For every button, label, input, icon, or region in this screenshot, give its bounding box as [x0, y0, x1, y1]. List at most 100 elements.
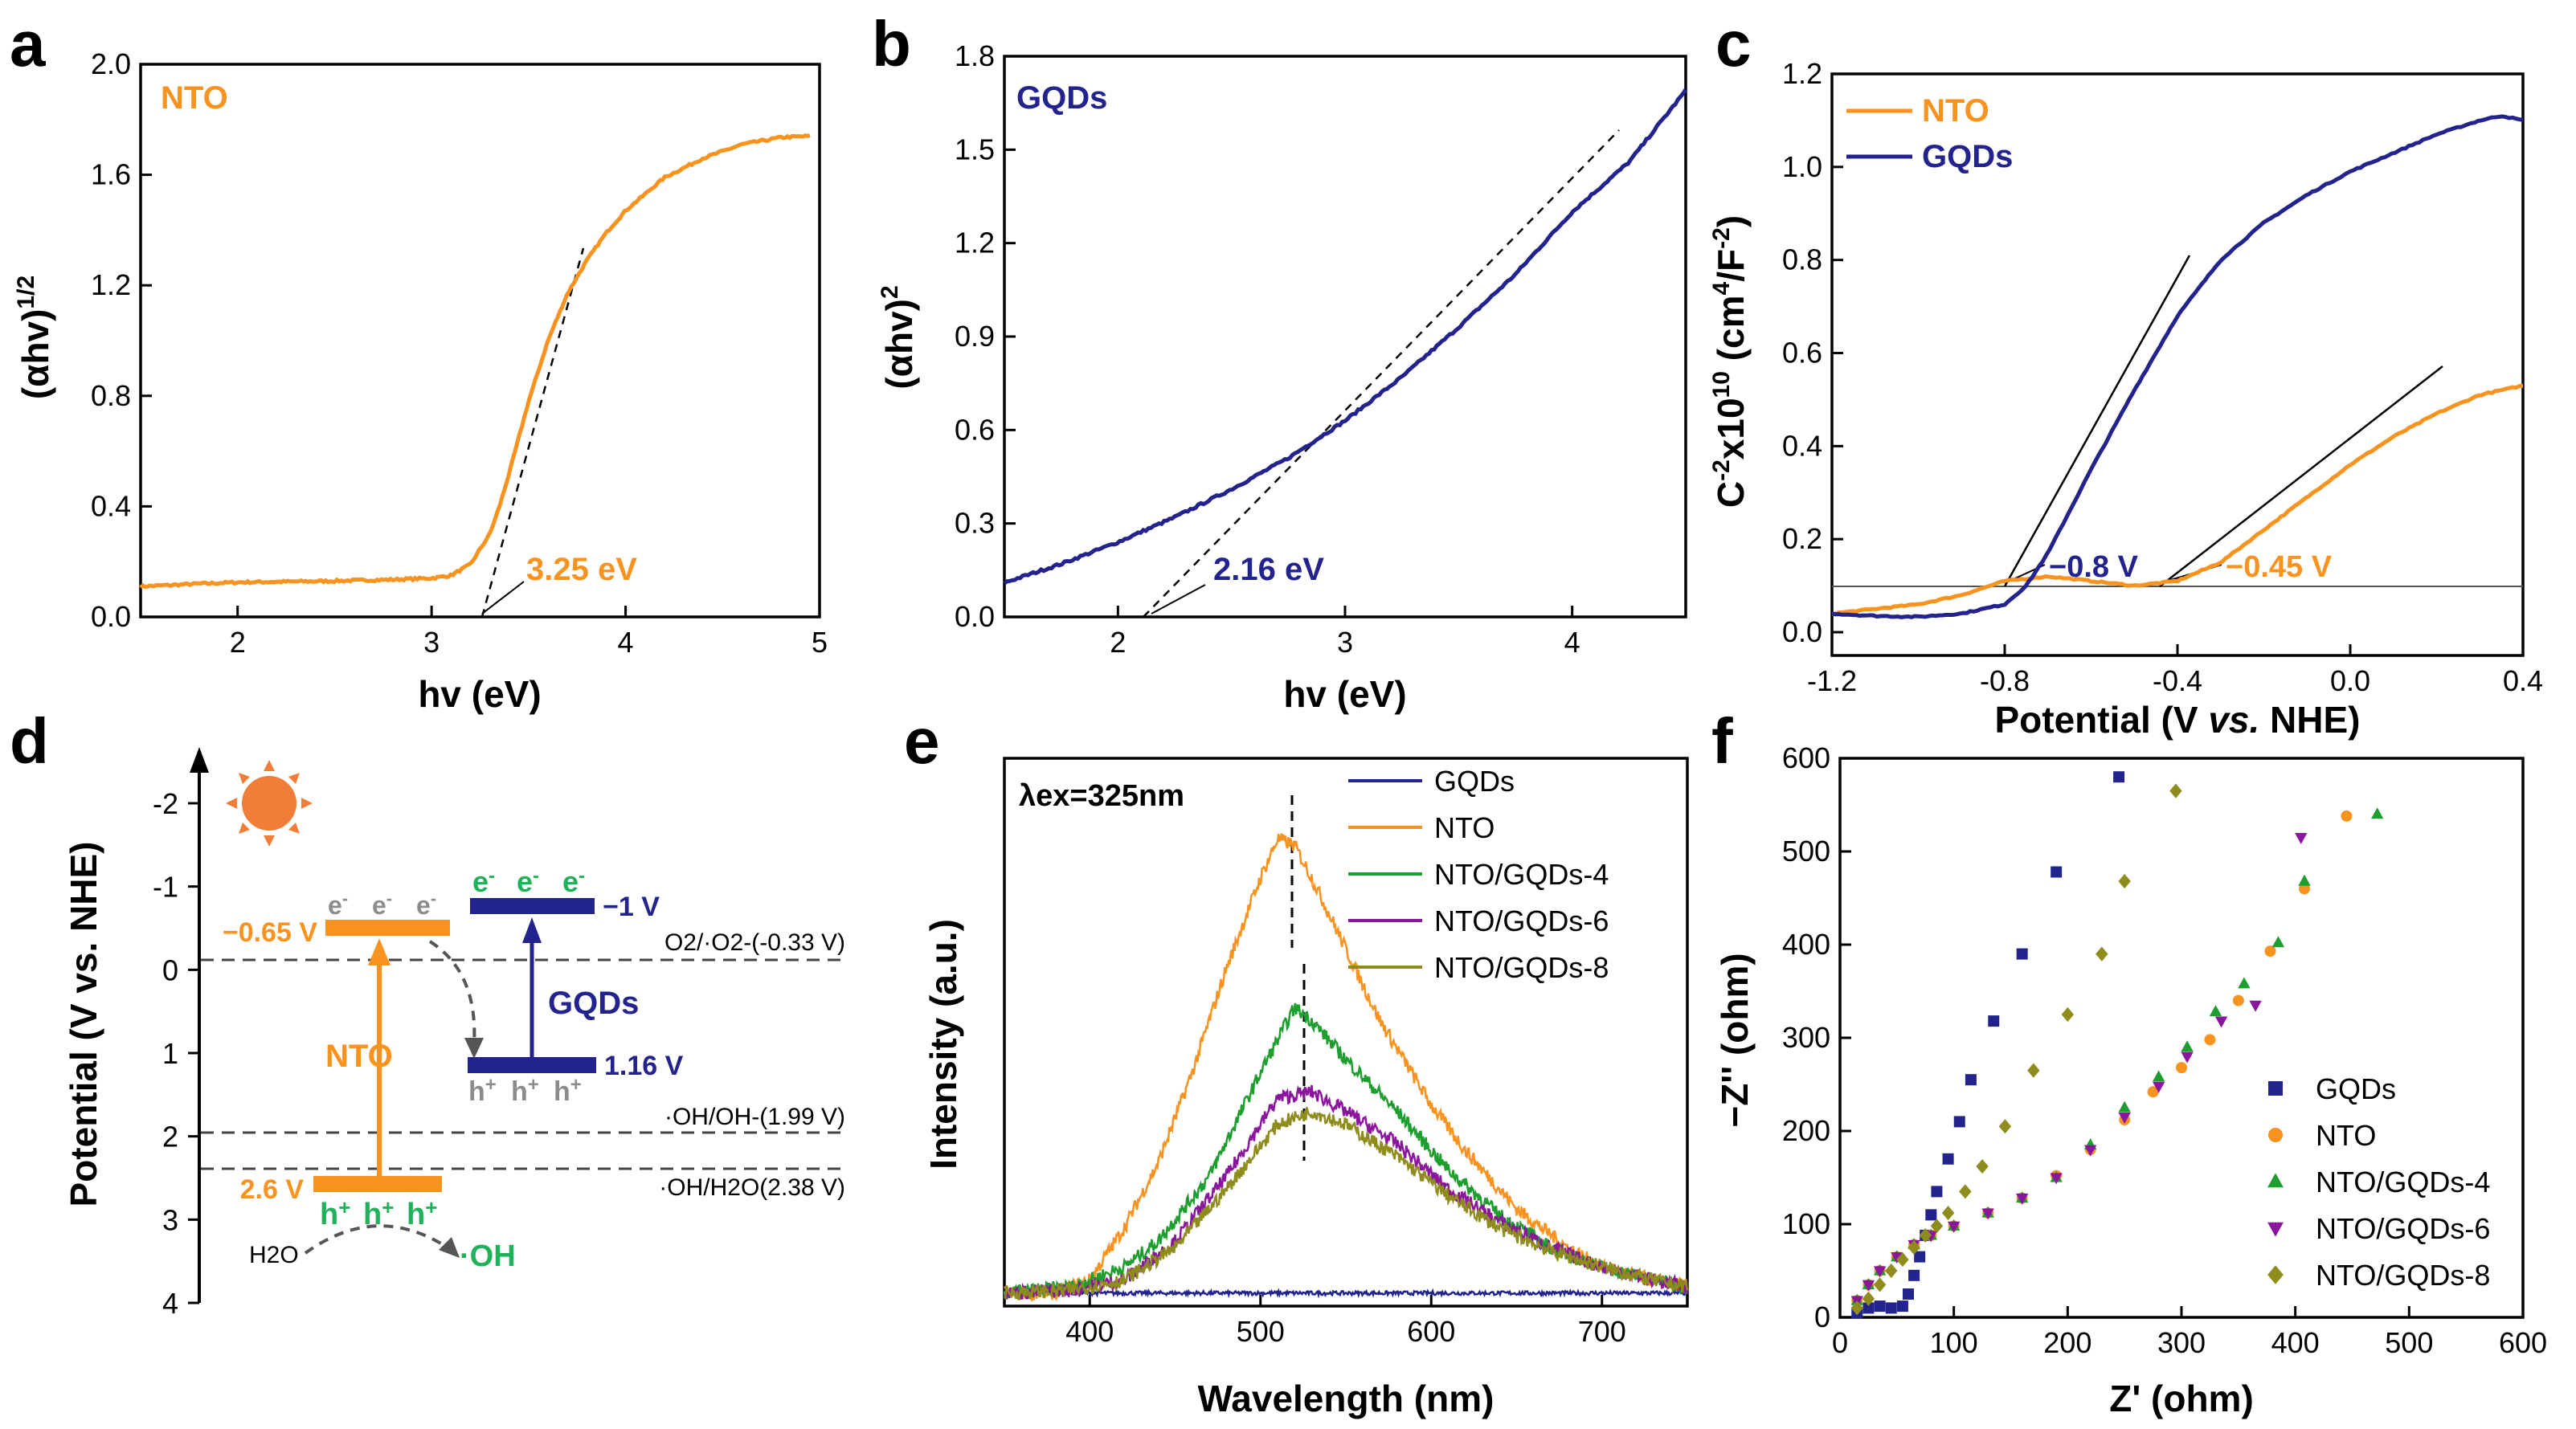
panel-b-ytick-label: 1.5: [955, 133, 995, 165]
panel-d-oxidation-arrow: [304, 1224, 452, 1255]
panel-f-xtick-label: 400: [2271, 1326, 2320, 1359]
panel-label-c: c: [1715, 8, 1752, 80]
panel-d-gqds-electrons: e- e- e-: [472, 865, 585, 898]
panel-b-frame: [1003, 55, 1687, 619]
panel-b-ytick-label: 1.8: [955, 39, 995, 72]
panel-c-ytick-label: 0.8: [1782, 243, 1822, 276]
panel-b-gqds-curve: [1003, 88, 1688, 586]
panel-e-series-nto-gqds-6: [1003, 1084, 1689, 1300]
panel-e-legend-label: NTO/GQDs-8: [1434, 951, 1609, 984]
panel-d-ytick-label: 2: [162, 1121, 178, 1153]
panel-c-xtick-label: 0.0: [2330, 664, 2370, 697]
panel-d-oxidation-arrowhead: [439, 1237, 460, 1258]
panel-a-ytick-label: 0.0: [91, 600, 131, 633]
panel-f-point-nto-gqds-6: [2083, 1145, 2097, 1157]
panel-b-xtick-label: 3: [1337, 626, 1353, 659]
panel-b-ylabel: (αhv)2: [877, 285, 920, 389]
panel-f-legend-marker: [2267, 1173, 2284, 1188]
panel-c-nto-tangent: [2159, 365, 2443, 587]
panel-f-point-gqds: [1988, 1015, 2000, 1027]
panel-f-point-nto-gqds-6: [2181, 1051, 2194, 1064]
svg-text:e-: e-: [416, 888, 436, 920]
svg-text:e-: e-: [472, 865, 495, 898]
panel-f-legend-label: GQDs: [2316, 1072, 2396, 1105]
panel-f-point-nto-gqds-4: [2298, 874, 2311, 886]
panel-c-xlabel: Potential (V vs. NHE): [1995, 699, 2361, 741]
panel-f-point-nto-gqds-4: [2209, 1005, 2222, 1017]
panel-label-e: e: [904, 705, 940, 777]
panel-a-bandgap-label: 3.25 eV: [526, 552, 637, 587]
panel-d-ytick-label: 0: [162, 953, 178, 986]
panel-e-series-gqds: [1003, 1288, 1689, 1299]
panel-label-a: a: [10, 8, 46, 80]
panel-d-gqds-holes: h+ h+ h+: [468, 1074, 582, 1107]
panel-a-xlabel: hv (eV): [418, 673, 541, 715]
panel-a-series-label: NTO: [161, 80, 228, 116]
panel-d-y-axis-arrow: [190, 747, 209, 773]
panel-f-point-gqds: [1965, 1074, 1977, 1086]
panel-b-ytick-label: 0.3: [955, 507, 995, 540]
panel-f-point-nto-gqds-8: [1907, 1239, 1920, 1255]
panel-d-gqds-cb-label: −1 V: [603, 892, 660, 922]
panel-d-oh-oh-label: ·OH/OH-(1.99 V): [664, 1104, 845, 1130]
panel-f-point-gqds: [1874, 1300, 1886, 1313]
panel-d-ytick-label: 4: [162, 1287, 178, 1320]
panel-f-point-gqds: [1925, 1209, 1937, 1221]
panel-f-point-nto-gqds-8: [2118, 874, 2131, 889]
panel-f-point-nto-gqds-6: [1981, 1208, 1994, 1220]
panel-e-legend-label: GQDs: [1434, 765, 1515, 798]
panel-e-series-nto: [1004, 833, 1689, 1303]
panel-d-nto-cb-bar: [325, 920, 450, 936]
panel-f-point-nto-gqds-8: [1896, 1251, 1909, 1268]
panel-f-point-nto: [2299, 883, 2310, 895]
svg-text:h+: h+: [554, 1074, 582, 1107]
panel-e-xtick-label: 600: [1407, 1315, 1455, 1348]
panel-f-point-nto-gqds-8: [1941, 1205, 1955, 1221]
panel-b-xlabel: hv (eV): [1283, 673, 1406, 715]
panel-f-point-gqds: [1903, 1288, 1914, 1300]
panel-e-xtick-label: 400: [1065, 1315, 1114, 1348]
panel-e-series-nto-gqds-8: [1004, 1107, 1689, 1301]
panel-a-xtick-label: 3: [423, 626, 440, 659]
panel-f-point-nto-gqds-4: [2118, 1100, 2131, 1113]
panel-f-point-nto-gqds-4: [2181, 1040, 2194, 1052]
panel-d: d -2 -1 0 1 2 3 4 Potential (V vs. NHE) O2/·O2…: [10, 705, 845, 1320]
panel-b-ytick-label: 0.9: [955, 320, 995, 353]
svg-text:e-: e-: [517, 865, 539, 898]
panel-a-ytick-label: 2.0: [91, 47, 131, 80]
panel-c-xtick-label: -0.4: [2153, 664, 2202, 697]
panel-d-gqds-label: GQDs: [548, 986, 639, 1021]
panel-e-xtick-label: 700: [1578, 1315, 1626, 1348]
panel-f-point-nto: [2232, 994, 2244, 1006]
panel-f-point-nto-gqds-6: [2118, 1113, 2131, 1124]
svg-text:e-: e-: [328, 888, 348, 920]
panel-c-legend-nto-label: NTO: [1922, 93, 1989, 129]
panel-a-ytick-label: 1.2: [91, 268, 131, 301]
panel-label-b: b: [872, 8, 911, 80]
panel-c-xtick-label: -0.8: [1980, 664, 2030, 697]
panel-f-point-gqds: [2113, 771, 2125, 783]
panel-e-xtick-label: 500: [1237, 1315, 1285, 1348]
panel-f-point-nto-gqds-4: [2238, 977, 2251, 989]
panel-f-xlabel: Z' (ohm): [2109, 1378, 2254, 1419]
panel-f-point-nto-gqds-4: [2370, 807, 2384, 819]
panel-c-ylabel: C-2x1010 (cm4/F-2): [1708, 215, 1752, 508]
panel-f-point-gqds: [1908, 1269, 1920, 1281]
panel-f-point-nto-gqds-6: [2249, 1000, 2262, 1012]
panel-a-xtick-label: 5: [812, 626, 828, 659]
svg-text:h+: h+: [363, 1195, 394, 1231]
panel-b-ytick-label: 0.6: [955, 413, 995, 446]
panel-f-legend-label: NTO: [2316, 1119, 2376, 1152]
panel-d-nto-label: NTO: [325, 1039, 393, 1074]
panel-f-xtick-label: 0: [1832, 1326, 1848, 1359]
panel-f-point-nto-gqds-6: [1891, 1252, 1903, 1264]
panel-a-tangent-line: [480, 247, 585, 618]
panel-f-point-gqds: [1885, 1302, 1897, 1314]
panel-f-point-nto-gqds-6: [2295, 833, 2308, 844]
panel-f-point-nto-gqds-8: [2096, 946, 2108, 962]
panel-e-frame: [1003, 757, 1689, 1308]
panel-d-gqds-vb-bar: [468, 1057, 596, 1073]
panel-f-ytick-label: 0: [1814, 1300, 1830, 1333]
panel-f-point-gqds: [1942, 1153, 1954, 1165]
